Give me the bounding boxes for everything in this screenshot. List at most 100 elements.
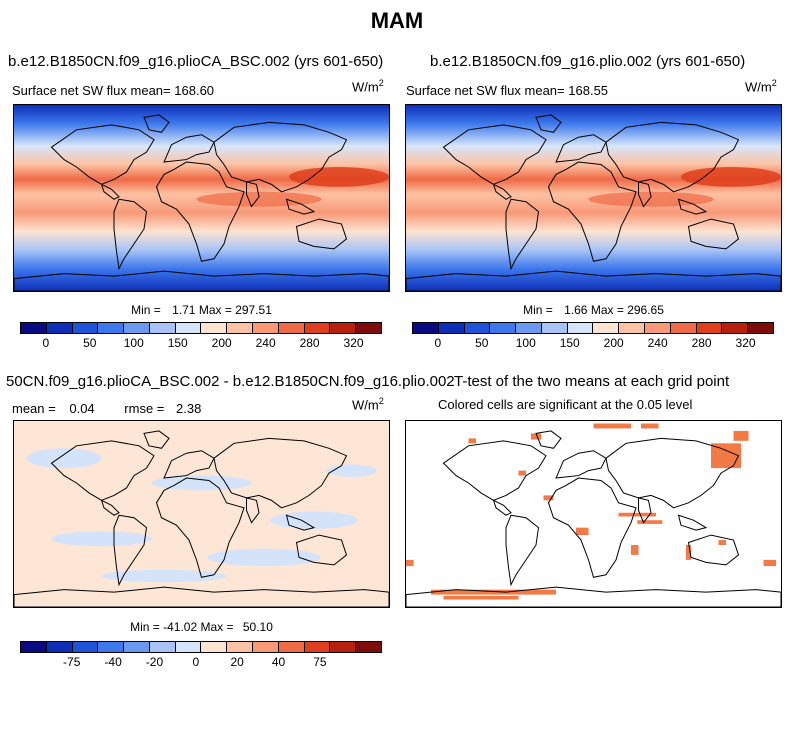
panel1-colorbar-tick: 200 (211, 336, 232, 350)
panel1-colorbar-swatch (253, 323, 279, 333)
panel1-colorbar-tick: 280 (299, 336, 320, 350)
panel3-colorbar-swatch (149, 642, 176, 652)
panel2-min-label: Min = (523, 303, 553, 317)
panel3-colorbar-swatch (356, 642, 381, 652)
panel2-colorbar-swatch (722, 323, 749, 333)
panel1-mean-value: 168.60 (174, 83, 215, 98)
panel3-colorbar-swatch (330, 642, 357, 652)
panel2-pacific-max (681, 167, 781, 187)
panel3-rmse-label: rmse = (124, 401, 165, 416)
panel3-min-value: -41.02 (163, 620, 198, 634)
panel4-significant-region (686, 545, 691, 560)
panel2-colorbar-swatch (645, 323, 671, 333)
panel1-min-value: 1.71 (172, 303, 196, 317)
panel2-case-title: b.e12.B1850CN.f09_g16.plio.002 (yrs 601-… (430, 53, 746, 70)
panel2-max-label: Max = (590, 303, 624, 317)
panel2-colorbar-swatch (619, 323, 646, 333)
panel2-colorbar-swatch (413, 323, 439, 333)
panel2-colorbar-swatch (696, 323, 723, 333)
panel1-mean-label: mean= (130, 83, 171, 98)
panel3-max-value: 50.10 (242, 620, 273, 634)
panel4-significant-region (618, 512, 656, 517)
panel2-indian-band (588, 191, 714, 207)
panel2-max-value: 296.65 (627, 303, 664, 317)
panel4-significant-region (711, 443, 741, 469)
panel2-mean-value: 168.55 (568, 83, 609, 98)
panel1-map (13, 104, 390, 292)
panel1-colorbar-tick: 240 (255, 336, 276, 350)
panel2-units: W/m2 (745, 78, 777, 94)
panel2-colorbar-ticks: 0 50 100 150 200 240 280 320 (412, 336, 774, 350)
panel3-colorbar-swatch (253, 642, 279, 652)
panel4-significant-region (631, 545, 639, 555)
panel2-colorbar-swatch (516, 323, 542, 333)
panel3-rmse-value: 2.38 (176, 401, 202, 416)
panel3-negative-region (26, 448, 102, 469)
panel3-stats: mean = 0.04 rmse = 2.38 (12, 401, 201, 416)
panel3-negative-region (270, 511, 358, 529)
panel2-map (405, 104, 782, 292)
panel2-min-value: 1.66 (564, 303, 588, 317)
panel2-colorbar-swatch (464, 323, 491, 333)
panel3-negative-region (151, 475, 252, 491)
panel3-units-exp: 2 (378, 396, 384, 406)
panel1-units-base: W/m (352, 79, 379, 95)
panel2-colorbar-swatch (567, 323, 594, 333)
panel1-units: W/m2 (352, 78, 384, 94)
panel1-colorbar-tick: 150 (167, 336, 188, 350)
panel1-colorbar-swatch (278, 323, 305, 333)
panel1-max-value: 297.51 (235, 303, 272, 317)
panel1-colorbar-tick: 0 (42, 336, 50, 350)
panel2-units-base: W/m (745, 79, 772, 95)
panel1-subtitle: Surface net SW flux mean= 168.60 (12, 83, 214, 98)
panel2-colorbar-tick: 100 (515, 336, 536, 350)
panel3-colorbar-swatch (46, 642, 73, 652)
panel4-significant-region (443, 595, 519, 600)
panel3-negative-region (207, 548, 321, 567)
panel4-significant-cells (406, 423, 776, 600)
panel1-colorbar-swatch (98, 323, 125, 333)
panel2-minmax: Min = 1.66 Max = 296.65 (405, 303, 782, 317)
panel1-colorbar-swatch (46, 323, 73, 333)
panel4-significant-region (531, 433, 541, 440)
panel4-significant-region (733, 430, 749, 441)
panel3-mean-value: 0.04 (69, 401, 95, 416)
panel1-max-label: Max = (198, 303, 232, 317)
panel3-minmax: Min = -41.02 Max = 50.10 (13, 620, 390, 634)
panel4-significant-region (431, 589, 556, 595)
panel3-colorbar-swatch (124, 642, 150, 652)
panel2-colorbar-swatch (670, 323, 697, 333)
panel4-significant-region (406, 559, 414, 567)
panel3-colorbar-swatch (21, 642, 47, 652)
panel1-units-exp: 2 (378, 78, 384, 88)
panel3-units-base: W/m (352, 397, 379, 413)
panel3-colorbar-swatch (227, 642, 254, 652)
panel1-colorbar-tick: 320 (343, 336, 364, 350)
panel2-colorbar-swatch (490, 323, 517, 333)
panel2-colorbar-tick: 240 (647, 336, 668, 350)
panel3-colorbar-tick: -20 (145, 655, 164, 669)
panel3-colorbar-tick: 75 (313, 655, 327, 669)
panel1-colorbar-swatch (21, 323, 47, 333)
panel1-colorbar-swatch (201, 323, 228, 333)
panel3-case-title: 50CN.f09_g16.plioCA_BSC.002 - b.e12.B185… (6, 373, 455, 390)
panel1-colorbar-swatch (149, 323, 176, 333)
panel2-subtitle: Surface net SW flux mean= 168.55 (406, 83, 608, 98)
panel2-colorbar-swatch (748, 323, 773, 333)
panel3-colorbar-swatch (278, 642, 305, 652)
figure-title: MAM (370, 8, 424, 33)
panel1-colorbar-swatch (304, 323, 331, 333)
panel1-variable: Surface net SW flux (12, 83, 127, 98)
panel1-colorbar-swatch (330, 323, 357, 333)
panel4-significant-region (763, 559, 776, 567)
panel2-variable: Surface net SW flux (406, 83, 521, 98)
panel3-colorbar-swatch (72, 642, 99, 652)
panel4-significant-region (576, 527, 589, 536)
panel1-colorbar-swatch (227, 323, 254, 333)
panel3-max-label: Max = (200, 620, 234, 634)
panel4-significant-region (593, 423, 631, 429)
panel3-negative-region (101, 569, 227, 583)
panel2-colorbar-tick: 150 (559, 336, 580, 350)
panel3-colorbar-tick: 40 (271, 655, 286, 669)
panel2-units-exp: 2 (771, 78, 777, 88)
